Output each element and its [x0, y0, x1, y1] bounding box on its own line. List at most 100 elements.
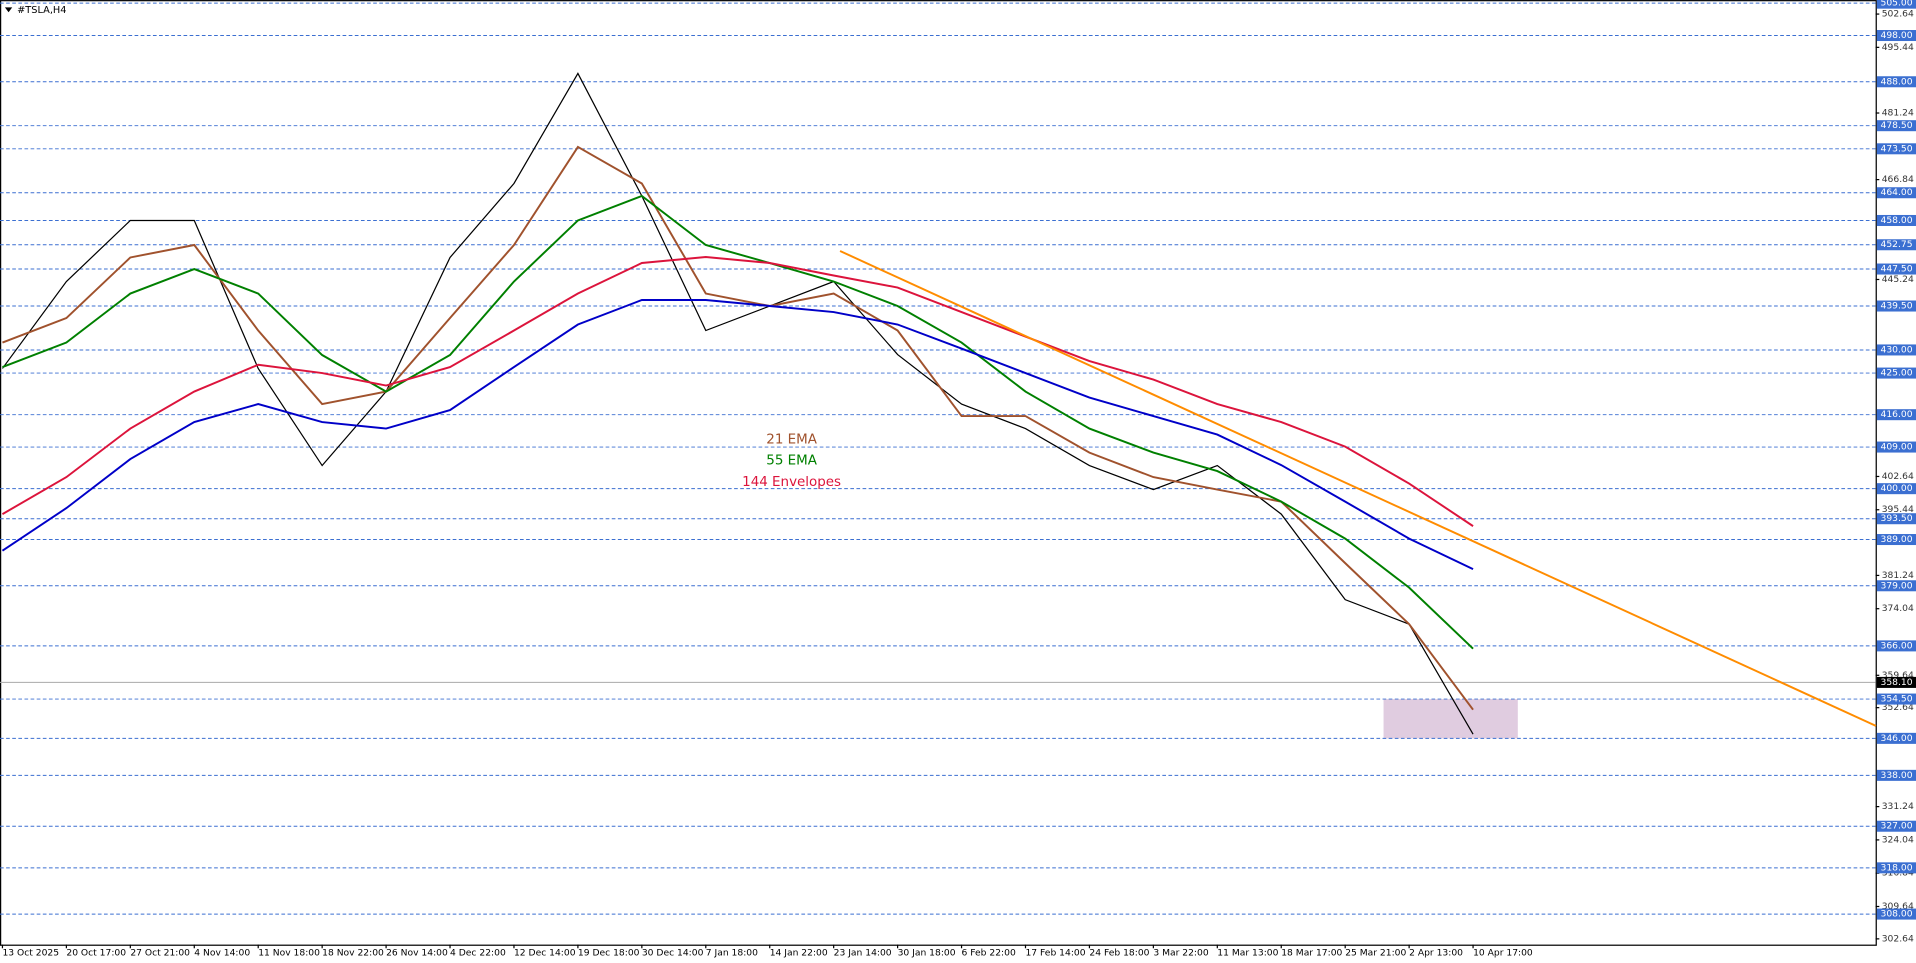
chart-title: #TSLA,H4 [17, 5, 66, 16]
x-tick-label: 18 Mar 17:00 [1281, 948, 1342, 959]
level-tag [1876, 693, 1916, 705]
level-label: 409.00 [1881, 442, 1913, 453]
level-tag [1876, 367, 1916, 379]
x-tick-label: 2 Apr 13:00 [1409, 948, 1463, 959]
level-tag [1876, 908, 1916, 920]
indicator-line [1, 299, 1474, 571]
x-tick-label: 30 Jan 18:00 [898, 948, 956, 959]
level-label: 393.50 [1881, 513, 1913, 524]
level-tag [1876, 76, 1916, 88]
x-tick-label: 7 Jan 18:00 [706, 948, 758, 959]
level-label: 318.00 [1881, 862, 1913, 873]
level-tag [1876, 483, 1916, 495]
menu-arrow[interactable] [4, 7, 13, 13]
x-tick-label: 6 Feb 22:00 [962, 948, 1016, 959]
level-label: 439.50 [1881, 301, 1913, 312]
level-label: 366.00 [1881, 640, 1913, 651]
x-tick-label: 13 Oct 2025 [2, 948, 59, 959]
y-tick-label: 331.24 [1882, 801, 1914, 812]
level-label: 338.00 [1881, 770, 1913, 781]
level-tag [1876, 534, 1916, 546]
level-tag [1876, 862, 1916, 874]
level-label: 430.00 [1881, 344, 1913, 355]
x-tick-label: 11 Mar 13:00 [1217, 948, 1278, 959]
level-tag [1876, 30, 1916, 42]
x-tick-label: 4 Nov 14:00 [194, 948, 250, 959]
x-tick-label: 11 Nov 18:00 [258, 948, 320, 959]
indicator-label: 21 EMA [766, 432, 817, 447]
level-tag [1876, 640, 1916, 652]
x-tick-label: 10 Apr 17:00 [1473, 948, 1533, 959]
y-tick-label: 309.64 [1882, 901, 1914, 912]
x-tick-label: 19 Dec 18:00 [578, 948, 640, 959]
level-tag [1876, 263, 1916, 275]
level-tag [1876, 513, 1916, 525]
plot-frame [0, 0, 1877, 946]
x-tick-label: 17 Feb 14:00 [1025, 948, 1085, 959]
level-label: 389.00 [1881, 534, 1913, 545]
level-label: 400.00 [1881, 483, 1913, 494]
level-label: 473.50 [1881, 143, 1913, 154]
level-label: 452.75 [1881, 239, 1913, 250]
level-tag [1876, 769, 1916, 781]
x-tick-label: 25 Mar 21:00 [1345, 948, 1406, 959]
y-tick-label: 395.44 [1882, 504, 1914, 515]
level-label: 458.00 [1881, 215, 1913, 226]
level-tag [1876, 732, 1916, 744]
y-tick-label: 466.84 [1882, 174, 1914, 185]
x-tick-label: 4 Dec 22:00 [450, 948, 506, 959]
level-tag [1876, 214, 1916, 226]
indicator-line [2, 145, 1474, 711]
level-tag [1876, 820, 1916, 832]
current-price-label: 358.10 [1881, 677, 1913, 688]
level-tag [1876, 344, 1916, 356]
level-label: 327.00 [1881, 821, 1913, 832]
current-price-tag [1876, 676, 1916, 688]
level-label: 379.00 [1881, 580, 1913, 591]
level-label: 346.00 [1881, 733, 1913, 744]
level-tag [1876, 300, 1916, 312]
y-tick-label: 374.04 [1882, 603, 1914, 614]
y-tick-label: 402.64 [1882, 471, 1914, 482]
price-line [1, 72, 1474, 735]
y-tick-label: 481.24 [1882, 108, 1914, 119]
level-tag [1876, 120, 1916, 132]
x-tick-label: 18 Nov 22:00 [322, 948, 384, 959]
x-tick-label: 30 Dec 14:00 [642, 948, 704, 959]
y-tick-label: 324.04 [1882, 834, 1914, 845]
x-tick-label: 3 Mar 22:00 [1153, 948, 1208, 959]
y-tick-label: 495.44 [1882, 42, 1914, 53]
y-tick-label: 302.64 [1882, 933, 1914, 944]
level-label: 505.00 [1881, 0, 1913, 9]
level-tag [1876, 441, 1916, 453]
trendline [839, 250, 1877, 727]
x-tick-label: 26 Nov 14:00 [386, 948, 448, 959]
level-label: 447.50 [1881, 264, 1913, 275]
x-tick-label: 20 Oct 17:00 [66, 948, 126, 959]
indicator-line [1, 256, 1474, 527]
level-tag [1876, 143, 1916, 155]
level-tag [1876, 187, 1916, 199]
level-tag [1876, 409, 1916, 421]
level-tag [1876, 0, 1916, 9]
level-label: 308.00 [1881, 909, 1913, 920]
level-label: 354.50 [1881, 694, 1913, 705]
y-tick-label: 381.24 [1882, 570, 1914, 581]
level-label: 464.00 [1881, 187, 1913, 198]
level-label: 498.00 [1881, 30, 1913, 41]
x-tick-label: 14 Jan 22:00 [770, 948, 828, 959]
y-tick-label: 359.64 [1882, 670, 1914, 681]
level-label: 425.00 [1881, 368, 1913, 379]
zone [1383, 699, 1518, 739]
x-tick-label: 12 Dec 14:00 [514, 948, 576, 959]
indicator-line [2, 194, 1474, 650]
level-tag [1876, 239, 1916, 251]
level-label: 416.00 [1881, 409, 1913, 420]
y-tick-label: 352.64 [1882, 702, 1914, 713]
y-tick-label: 445.24 [1882, 274, 1914, 285]
x-tick-label: 24 Feb 18:00 [1089, 948, 1149, 959]
indicator-label: 55 EMA [766, 454, 817, 469]
indicator-label: 144 Envelopes [742, 475, 841, 490]
x-tick-label: 23 Jan 14:00 [834, 948, 892, 959]
